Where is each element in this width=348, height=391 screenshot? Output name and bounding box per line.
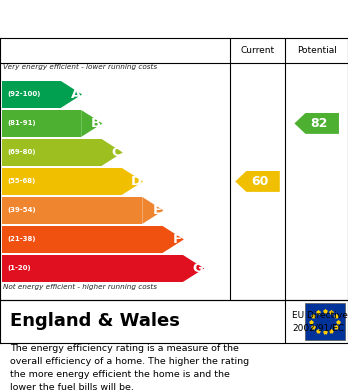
Text: England & Wales: England & Wales <box>10 312 180 330</box>
Text: (69-80): (69-80) <box>7 149 35 156</box>
Text: C: C <box>112 146 121 159</box>
Text: The energy efficiency rating is a measure of the
overall efficiency of a home. T: The energy efficiency rating is a measur… <box>10 344 250 391</box>
Bar <box>304 303 345 339</box>
Text: (39-54): (39-54) <box>7 208 35 213</box>
Text: 60: 60 <box>251 175 268 188</box>
Bar <box>2 168 122 195</box>
Polygon shape <box>235 171 280 192</box>
Bar <box>2 255 183 282</box>
Polygon shape <box>122 168 143 195</box>
Text: B: B <box>91 117 101 130</box>
Text: A: A <box>71 88 81 101</box>
Bar <box>2 226 163 253</box>
Text: (92-100): (92-100) <box>7 91 40 97</box>
Text: 82: 82 <box>310 117 327 130</box>
Text: (21-38): (21-38) <box>7 237 35 242</box>
Text: D: D <box>131 175 142 188</box>
Text: (1-20): (1-20) <box>7 265 31 271</box>
Text: Current: Current <box>240 46 275 55</box>
Text: EU Directive
2002/91/EC: EU Directive 2002/91/EC <box>292 311 348 332</box>
Bar <box>2 81 61 108</box>
Text: G: G <box>192 262 203 275</box>
Text: F: F <box>173 233 182 246</box>
Polygon shape <box>183 255 204 282</box>
Polygon shape <box>102 139 123 166</box>
Text: Potential: Potential <box>297 46 337 55</box>
Text: (55-68): (55-68) <box>7 178 35 185</box>
Text: Energy Efficiency Rating: Energy Efficiency Rating <box>10 11 232 27</box>
Polygon shape <box>81 110 102 137</box>
Bar <box>2 110 81 137</box>
Text: Very energy efficient - lower running costs: Very energy efficient - lower running co… <box>3 64 158 70</box>
Polygon shape <box>294 113 339 134</box>
Polygon shape <box>163 226 184 253</box>
Polygon shape <box>142 197 164 224</box>
Text: E: E <box>152 204 162 217</box>
Polygon shape <box>61 81 82 108</box>
Text: Not energy efficient - higher running costs: Not energy efficient - higher running co… <box>3 284 158 291</box>
Text: (81-91): (81-91) <box>7 120 35 126</box>
Bar <box>2 197 142 224</box>
Bar <box>2 139 102 166</box>
